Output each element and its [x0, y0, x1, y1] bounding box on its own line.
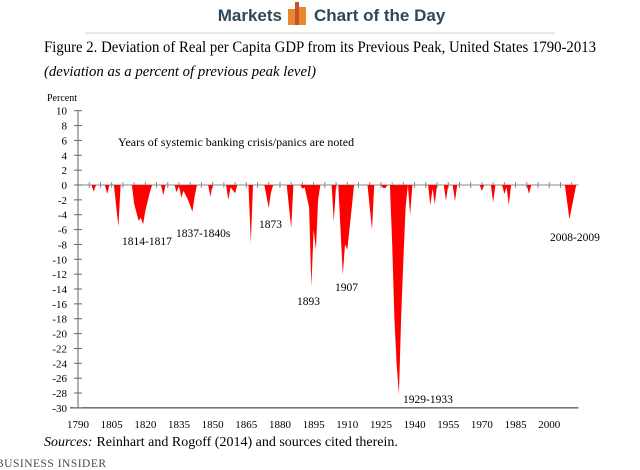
- y-tick-label: -18: [52, 314, 67, 326]
- crisis-label: 1814-1817: [122, 236, 172, 248]
- x-tick-label: 1985: [505, 419, 528, 431]
- chart-title: Figure 2. Deviation of Real per Capita G…: [44, 39, 596, 56]
- x-tick-label: 1925: [370, 419, 393, 431]
- y-tick-label: 6: [62, 135, 68, 147]
- crisis-label: 1893: [297, 296, 320, 308]
- y-tick-label: 0: [62, 180, 68, 192]
- y-tick-label: -4: [58, 210, 68, 222]
- sources: Sources: Reinhart and Rogoff (2014) and s…: [44, 435, 398, 450]
- x-tick-label: 1955: [437, 419, 460, 431]
- x-tick-label: 1895: [303, 419, 326, 431]
- header-chart-of-day-label: Chart of the Day: [314, 6, 446, 25]
- x-tick-label: 1940: [404, 419, 427, 431]
- y-tick-label: -22: [52, 343, 67, 355]
- plot-area: [78, 185, 579, 395]
- y-tick-label: -30: [52, 403, 67, 415]
- crisis-label: 1837-1840s: [176, 228, 231, 240]
- sources-text: Reinhart and Rogoff (2014) and sources c…: [96, 435, 397, 450]
- y-axis-label: Percent: [47, 93, 77, 104]
- publisher-logo: BUSINESS INSIDER: [0, 458, 107, 470]
- y-tick-label: -26: [52, 373, 67, 385]
- deviation-area: [78, 185, 579, 395]
- x-tick-label: 1805: [101, 419, 124, 431]
- y-tick-label: -8: [58, 239, 68, 251]
- y-tick-label: -20: [52, 329, 67, 341]
- y-tick-label: -16: [52, 299, 67, 311]
- y-tick-label: 10: [56, 106, 68, 118]
- y-tick-label: -10: [52, 254, 67, 266]
- x-tick-label: 2000: [538, 419, 561, 431]
- bar-chart-icon: [288, 2, 306, 25]
- annotations: 1814-1817 1837-1840s 1873 1893 1907 1929-1933…: [122, 219, 600, 406]
- y-tick-label: -2: [58, 195, 67, 207]
- chart-note: Years of systemic banking crisis/panics …: [118, 135, 354, 149]
- header-markets-label: Markets: [218, 6, 282, 25]
- chart-subtitle: (deviation as a percent of previous peak…: [44, 64, 316, 80]
- x-tick-label: 1865: [235, 419, 258, 431]
- axes: 10 8 6 4 2 0 -2 -4 -6 -8 -10 -12 -14 -16 -18 -20 -22 -24 -…: [52, 106, 579, 431]
- x-tick-label: 1790: [67, 419, 90, 431]
- crisis-label: 1907: [335, 282, 358, 294]
- y-tick-label: -6: [58, 225, 68, 237]
- y-tick-label: 2: [62, 165, 68, 177]
- x-tick-label: 1910: [336, 419, 359, 431]
- y-tick-label: -12: [52, 269, 67, 281]
- crisis-label: 1929-1933: [403, 394, 453, 406]
- crisis-label: 1873: [259, 219, 282, 231]
- x-tick-label: 1850: [202, 419, 225, 431]
- y-tick-label: -24: [52, 358, 67, 370]
- y-tick-label: -14: [52, 284, 67, 296]
- sources-label: Sources:: [44, 435, 92, 450]
- y-tick-label: 8: [62, 121, 68, 133]
- y-tick-label: -28: [52, 388, 67, 400]
- x-tick-label: 1880: [269, 419, 292, 431]
- x-tick-label: 1820: [134, 419, 157, 431]
- x-tick-label: 1970: [471, 419, 494, 431]
- crisis-label: 2008-2009: [550, 232, 600, 244]
- x-tick-label: 1835: [168, 419, 191, 431]
- header: Markets Chart of the Day: [85, 2, 555, 34]
- y-tick-label: 4: [62, 150, 68, 162]
